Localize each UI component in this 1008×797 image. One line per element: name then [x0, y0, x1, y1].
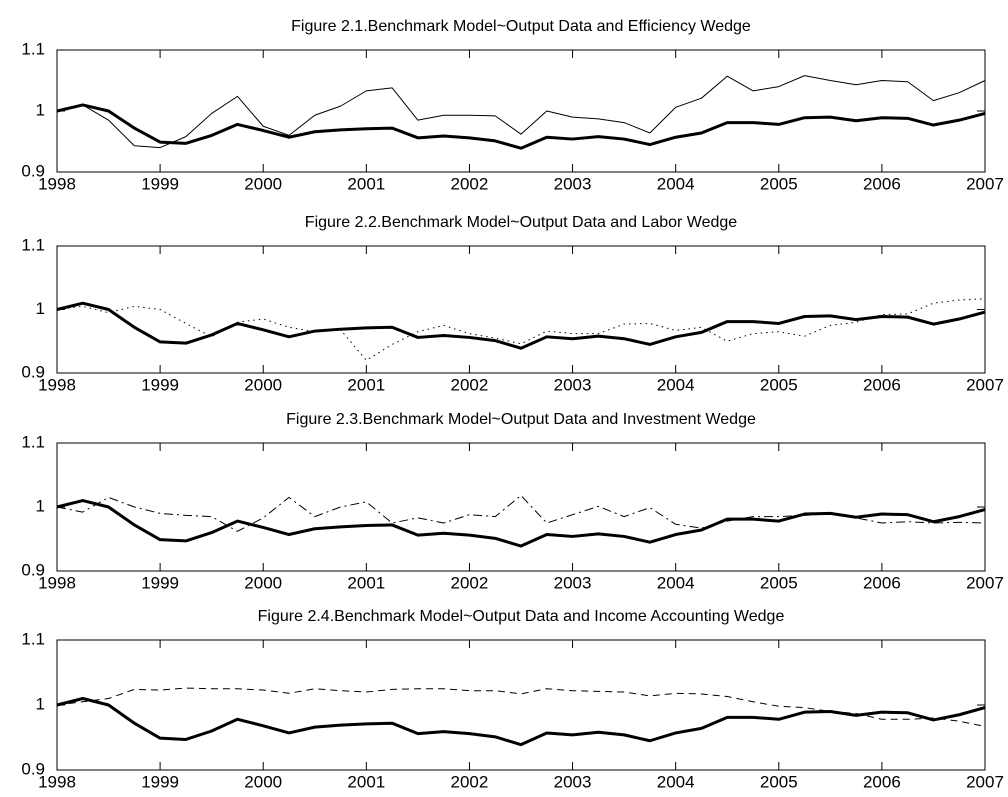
y-tick-label: 1.1 [21, 629, 45, 648]
data-line [56, 687, 986, 727]
chart-title: Figure 2.2.Benchmark Model~Output Data a… [305, 214, 738, 231]
plot-frame [56, 245, 986, 374]
x-tick-label: 2006 [863, 174, 901, 193]
plot-frame [56, 442, 986, 572]
x-tick-label: 2004 [657, 174, 695, 193]
y-tick-label: 0.9 [21, 161, 45, 180]
x-tick-label: 2001 [347, 174, 385, 193]
x-tick-label: 2000 [244, 772, 282, 791]
x-tick-label: 1998 [38, 174, 76, 193]
x-tick-label: 2007 [966, 375, 1004, 394]
x-tick-label: 2002 [451, 772, 489, 791]
x-tick-label: 2005 [760, 772, 798, 791]
y-tick-label: 1.1 [21, 432, 45, 451]
x-tick-label: 2006 [863, 573, 901, 592]
y-tick-label: 1 [36, 496, 45, 515]
x-tick-label: 2004 [657, 772, 695, 791]
data-line [56, 499, 986, 548]
y-tick-label: 1.1 [21, 235, 45, 254]
x-tick-label: 2007 [966, 573, 1004, 592]
data-line [56, 697, 986, 747]
x-tick-label: 2003 [554, 375, 592, 394]
x-tick-label: 1999 [141, 573, 179, 592]
plot-frame [56, 49, 986, 173]
x-tick-label: 2004 [657, 375, 695, 394]
y-tick-label: 0.9 [21, 362, 45, 381]
x-tick-label: 2004 [657, 573, 695, 592]
chart-title: Figure 2.3.Benchmark Model~Output Data a… [286, 411, 756, 428]
x-tick-label: 2003 [554, 174, 592, 193]
x-tick-label: 2002 [451, 573, 489, 592]
x-tick-label: 2003 [554, 573, 592, 592]
x-tick-label: 2001 [347, 375, 385, 394]
x-tick-label: 2002 [451, 375, 489, 394]
x-tick-label: 2000 [244, 573, 282, 592]
x-tick-label: 2003 [554, 772, 592, 791]
x-tick-label: 2000 [244, 174, 282, 193]
x-tick-label: 2001 [347, 772, 385, 791]
data-line [56, 75, 986, 149]
plot-frame [56, 639, 986, 771]
x-tick-label: 1999 [141, 174, 179, 193]
y-tick-label: 0.9 [21, 759, 45, 778]
x-tick-label: 1998 [38, 772, 76, 791]
data-line [56, 301, 986, 350]
y-tick-label: 1 [36, 100, 45, 119]
x-tick-label: 2000 [244, 375, 282, 394]
x-tick-label: 1998 [38, 375, 76, 394]
x-tick-label: 1999 [141, 772, 179, 791]
data-line [56, 298, 986, 361]
x-tick-label: 2005 [760, 174, 798, 193]
x-tick-label: 1998 [38, 573, 76, 592]
data-line [56, 494, 986, 532]
x-tick-label: 1999 [141, 375, 179, 394]
chart-title: Figure 2.1.Benchmark Model~Output Data a… [291, 18, 751, 35]
y-tick-label: 1 [36, 299, 45, 318]
chart-title: Figure 2.4.Benchmark Model~Output Data a… [258, 608, 785, 625]
x-tick-label: 2002 [451, 174, 489, 193]
y-tick-label: 0.9 [21, 560, 45, 579]
x-tick-label: 2007 [966, 772, 1004, 791]
x-tick-label: 2005 [760, 573, 798, 592]
x-tick-label: 2005 [760, 375, 798, 394]
x-tick-label: 2006 [863, 772, 901, 791]
x-tick-label: 2007 [966, 174, 1004, 193]
y-tick-label: 1 [36, 694, 45, 713]
data-line [56, 103, 986, 150]
y-tick-label: 1.1 [21, 39, 45, 58]
x-tick-label: 2001 [347, 573, 385, 592]
x-tick-label: 2006 [863, 375, 901, 394]
